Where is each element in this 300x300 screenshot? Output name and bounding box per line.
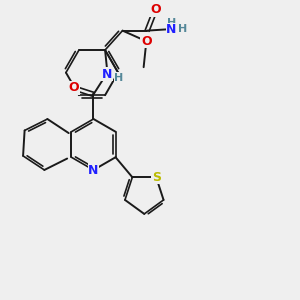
Text: O: O: [141, 35, 152, 48]
Text: N: N: [166, 23, 176, 36]
Text: H: H: [167, 18, 176, 28]
Text: O: O: [150, 3, 160, 16]
Text: H: H: [114, 73, 124, 83]
Text: N: N: [102, 68, 112, 81]
Text: N: N: [88, 164, 99, 176]
Text: S: S: [152, 171, 161, 184]
Text: O: O: [68, 82, 79, 94]
Text: H: H: [178, 24, 188, 34]
